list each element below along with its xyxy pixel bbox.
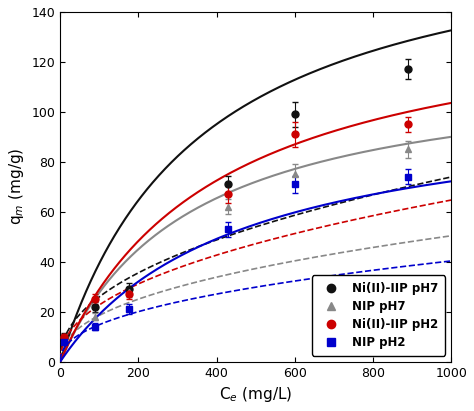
- Y-axis label: q$_m$ (mg/g): q$_m$ (mg/g): [7, 148, 26, 226]
- X-axis label: C$_e$ (mg/L): C$_e$ (mg/L): [219, 385, 292, 404]
- Legend: Ni(II)-IIP pH7, NIP pH7, Ni(II)-IIP pH2, NIP pH2: Ni(II)-IIP pH7, NIP pH7, Ni(II)-IIP pH2,…: [312, 275, 445, 356]
